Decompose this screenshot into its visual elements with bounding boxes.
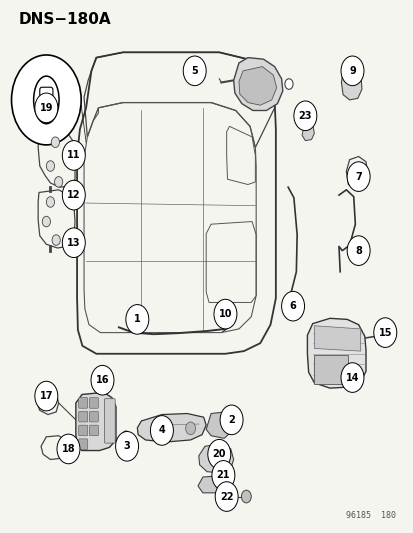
Circle shape (46, 197, 55, 207)
Circle shape (284, 79, 292, 90)
Circle shape (91, 366, 114, 395)
Circle shape (62, 228, 85, 257)
Circle shape (220, 405, 242, 435)
Circle shape (55, 176, 63, 187)
Circle shape (183, 56, 206, 86)
Circle shape (62, 180, 85, 210)
Polygon shape (377, 329, 387, 347)
Circle shape (347, 162, 369, 191)
Circle shape (297, 111, 303, 120)
Circle shape (51, 137, 59, 148)
FancyBboxPatch shape (78, 425, 88, 435)
Circle shape (35, 381, 58, 411)
Circle shape (373, 318, 396, 348)
Polygon shape (233, 58, 282, 110)
Circle shape (57, 434, 80, 464)
Circle shape (347, 236, 369, 265)
Text: 9: 9 (348, 66, 355, 76)
Circle shape (214, 300, 236, 329)
Text: 4: 4 (158, 425, 165, 435)
Text: 20: 20 (212, 449, 225, 459)
Polygon shape (206, 412, 232, 438)
Text: 17: 17 (40, 391, 53, 401)
Text: 1: 1 (134, 314, 140, 325)
Polygon shape (197, 475, 230, 493)
Circle shape (52, 235, 60, 245)
Text: 21: 21 (216, 471, 230, 480)
Text: 10: 10 (218, 309, 232, 319)
Text: 96185  180: 96185 180 (345, 511, 394, 520)
Text: DNS−180A: DNS−180A (19, 12, 111, 27)
Circle shape (340, 56, 363, 86)
Circle shape (62, 141, 85, 170)
Circle shape (185, 422, 195, 435)
FancyBboxPatch shape (89, 398, 98, 408)
Text: 7: 7 (354, 172, 361, 182)
Text: 3: 3 (123, 441, 130, 451)
Polygon shape (76, 392, 116, 450)
Polygon shape (313, 326, 360, 351)
Circle shape (241, 490, 251, 503)
Circle shape (150, 416, 173, 445)
Polygon shape (137, 414, 206, 442)
Polygon shape (238, 67, 276, 105)
Text: 11: 11 (67, 150, 81, 160)
Circle shape (46, 161, 55, 171)
Polygon shape (301, 123, 313, 141)
Polygon shape (198, 443, 233, 473)
Circle shape (293, 101, 316, 131)
Polygon shape (307, 318, 365, 388)
FancyBboxPatch shape (78, 439, 88, 449)
Circle shape (35, 93, 58, 123)
Text: 13: 13 (67, 238, 81, 248)
Polygon shape (313, 356, 348, 384)
Text: 23: 23 (298, 111, 311, 121)
FancyBboxPatch shape (78, 398, 88, 408)
Text: 18: 18 (62, 444, 75, 454)
Circle shape (340, 363, 363, 392)
Circle shape (207, 439, 230, 469)
Circle shape (115, 432, 138, 461)
Text: 16: 16 (95, 375, 109, 385)
Text: 19: 19 (40, 103, 53, 113)
Circle shape (215, 482, 237, 511)
Text: 6: 6 (289, 301, 296, 311)
Text: 15: 15 (377, 328, 391, 337)
Circle shape (211, 461, 234, 490)
Circle shape (42, 216, 50, 227)
Circle shape (126, 304, 148, 334)
Text: 8: 8 (354, 246, 361, 256)
Text: 5: 5 (191, 66, 197, 76)
Circle shape (281, 292, 304, 321)
Text: 2: 2 (228, 415, 235, 425)
Text: 22: 22 (219, 491, 233, 502)
FancyBboxPatch shape (89, 411, 98, 422)
Circle shape (12, 55, 81, 145)
FancyBboxPatch shape (78, 411, 88, 422)
Text: 14: 14 (345, 373, 358, 383)
FancyBboxPatch shape (89, 425, 98, 435)
Text: 12: 12 (67, 190, 81, 200)
Polygon shape (341, 64, 361, 100)
FancyBboxPatch shape (104, 399, 115, 443)
Ellipse shape (121, 431, 131, 451)
